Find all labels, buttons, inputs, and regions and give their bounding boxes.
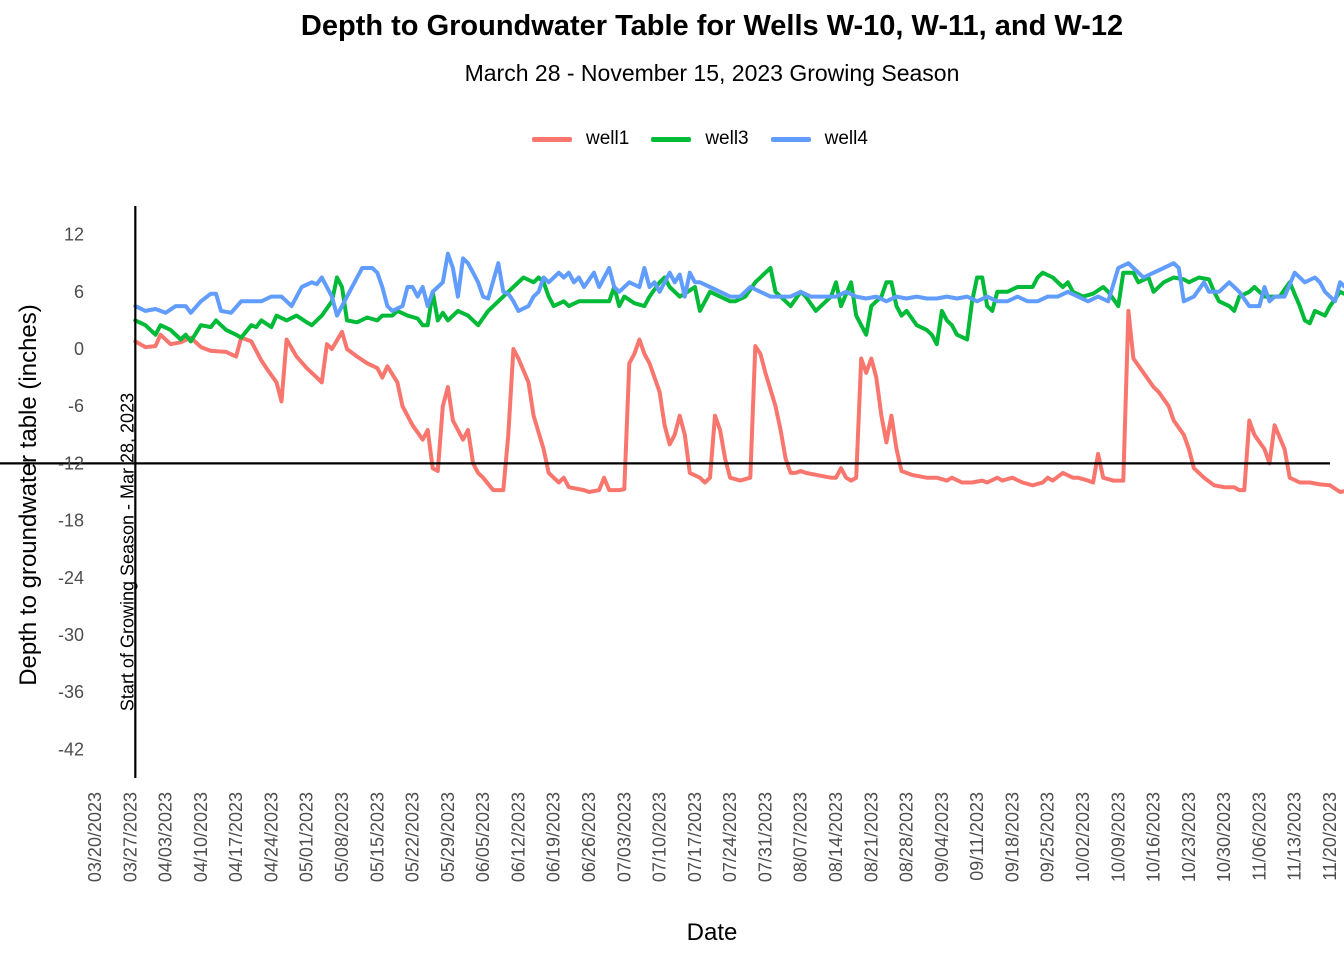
legend-item-well3: well3 [651,128,749,150]
y-tick-label: -36 [58,682,84,702]
x-tick-label: 03/20/2023 [85,792,105,882]
y-tick-label: -42 [58,739,84,759]
legend-label: well1 [586,128,630,149]
y-tick-label: -30 [58,625,84,645]
x-tick-label: 06/05/2023 [473,792,493,882]
x-tick-label: 10/23/2023 [1179,792,1199,882]
x-tick-label: 07/31/2023 [755,792,775,882]
x-tick-label: 06/26/2023 [579,792,599,882]
x-tick-label: 05/01/2023 [297,792,317,882]
y-tick-label: 0 [74,339,84,359]
x-tick-label: 07/17/2023 [685,792,705,882]
series-line-well1 [133,308,1344,494]
x-tick-label: 10/09/2023 [1108,792,1128,882]
series-line-well3 [133,266,1344,347]
x-tick-label: 09/04/2023 [932,792,952,882]
x-tick-label: 09/18/2023 [1002,792,1022,882]
x-tick-label: 06/19/2023 [544,792,564,882]
chart-title: Depth to Groundwater Table for Wells W-1… [300,10,1124,42]
legend-swatch [532,136,572,142]
x-tick-label: 09/25/2023 [1038,792,1058,882]
x-tick-label: 10/02/2023 [1073,792,1093,882]
legend: well1 well3 well4 [532,128,890,150]
legend-label: well3 [705,128,749,149]
x-tick-label: 05/29/2023 [438,792,458,882]
series-line-well4 [133,251,1344,318]
x-tick-label: 04/24/2023 [261,792,281,882]
x-tick-label: 11/06/2023 [1249,792,1269,881]
x-tick-label: 10/16/2023 [1144,792,1164,882]
x-tick-label: 05/15/2023 [367,792,387,882]
x-tick-label: 08/14/2023 [826,792,846,882]
x-tick-label: 11/20/2023 [1320,792,1340,881]
y-axis-title: Depth to groundwater table (inches) [15,304,42,686]
y-tick-label: 12 [64,225,84,245]
legend-swatch [651,136,692,142]
y-tick-label: -24 [58,568,84,588]
x-tick-label: 10/30/2023 [1214,792,1234,882]
x-tick-label: 06/12/2023 [508,792,528,882]
chart-subtitle: March 28 - November 15, 2023 Growing Sea… [464,60,960,86]
x-tick-label: 04/10/2023 [191,792,211,882]
x-axis-title: Date [687,919,738,946]
x-tick-label: 08/28/2023 [897,792,917,882]
legend-item-well4: well4 [770,128,868,150]
x-tick-label: 07/24/2023 [720,792,740,882]
x-tick-label: 05/22/2023 [403,792,423,882]
x-tick-label: 08/07/2023 [791,792,811,882]
x-tick-label: 03/27/2023 [120,792,140,882]
y-tick-label: -6 [68,396,84,416]
y-tick-label: 6 [74,282,84,302]
y-tick-label: -12 [58,453,84,473]
x-tick-label: 05/08/2023 [332,792,352,882]
x-tick-label: 04/03/2023 [156,792,176,882]
legend-swatch [770,136,811,142]
legend-label: well4 [824,128,868,149]
x-tick-label: 04/17/2023 [226,792,246,882]
x-tick-label: 08/21/2023 [861,792,881,882]
x-tick-label: 11/13/2023 [1285,792,1305,881]
legend-item-well1: well1 [532,128,629,150]
x-tick-label: 07/10/2023 [650,792,670,882]
x-tick-label: 09/11/2023 [967,792,987,881]
x-tick-label: 07/03/2023 [614,792,634,882]
y-tick-label: -18 [58,511,84,531]
vline-label: Start of Growing Season - Mar 28, 2023 [117,393,137,711]
